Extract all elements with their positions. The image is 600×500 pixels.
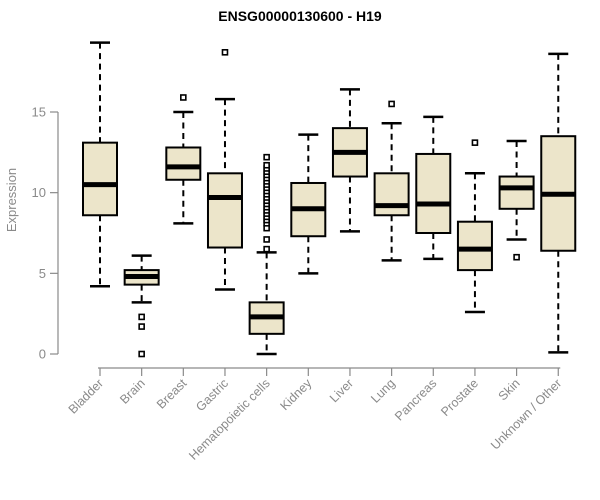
box-lung [373,100,410,262]
outlier-point [263,153,270,161]
box-unknown-other [540,52,577,354]
outlier-point [388,100,395,108]
box-liver [331,88,368,233]
box-pancreas [415,115,452,261]
iqr-box [206,172,243,249]
outlier-point [138,350,145,358]
box-kidney [290,133,327,275]
x-category-label: Liver [327,376,356,405]
iqr-box [415,152,452,235]
iqr-box [82,141,118,217]
x-category-label: Unknown / Other [488,376,564,452]
x-category-label: Prostate [438,376,481,419]
x-category-label: Kidney [277,376,314,413]
outlier-point [513,253,520,261]
y-tick-label: 10 [32,185,46,200]
x-category-label: Lung [368,376,398,406]
y-tick-label: 0 [39,347,46,362]
outlier-point [180,94,187,101]
x-category-label: Skin [496,376,523,403]
y-tick-label: 15 [32,105,46,120]
x-category-label: Bladder [66,376,106,416]
outlier-point [263,245,270,253]
iqr-box [498,175,535,210]
x-category-label: Gastric [193,376,231,414]
outlier-point [138,313,145,321]
box-breast [165,94,202,225]
y-axis-label: Expression [4,168,19,232]
box-bladder [82,41,118,288]
outlier-point [263,236,270,243]
outlier-point [138,323,145,330]
box-hematopoietic-cells [248,153,285,356]
box-brain [123,254,160,358]
box-skin [498,139,535,261]
x-category-label: Hematopoietic cells [186,376,273,463]
box-series [82,41,577,358]
outlier-point [263,161,270,169]
outlier-point [471,139,479,146]
y-tick-label: 5 [39,266,46,281]
chart-title: ENSG00000130600 - H19 [218,8,382,24]
iqr-box [373,172,410,217]
outlier-point [221,49,229,56]
box-prostate [456,139,493,314]
iqr-box [165,146,202,181]
x-category-label: Brain [117,376,148,407]
x-category-label: Pancreas [392,376,439,423]
box-gastric [206,49,243,291]
x-category-label: Breast [154,376,190,412]
iqr-box [456,220,493,272]
